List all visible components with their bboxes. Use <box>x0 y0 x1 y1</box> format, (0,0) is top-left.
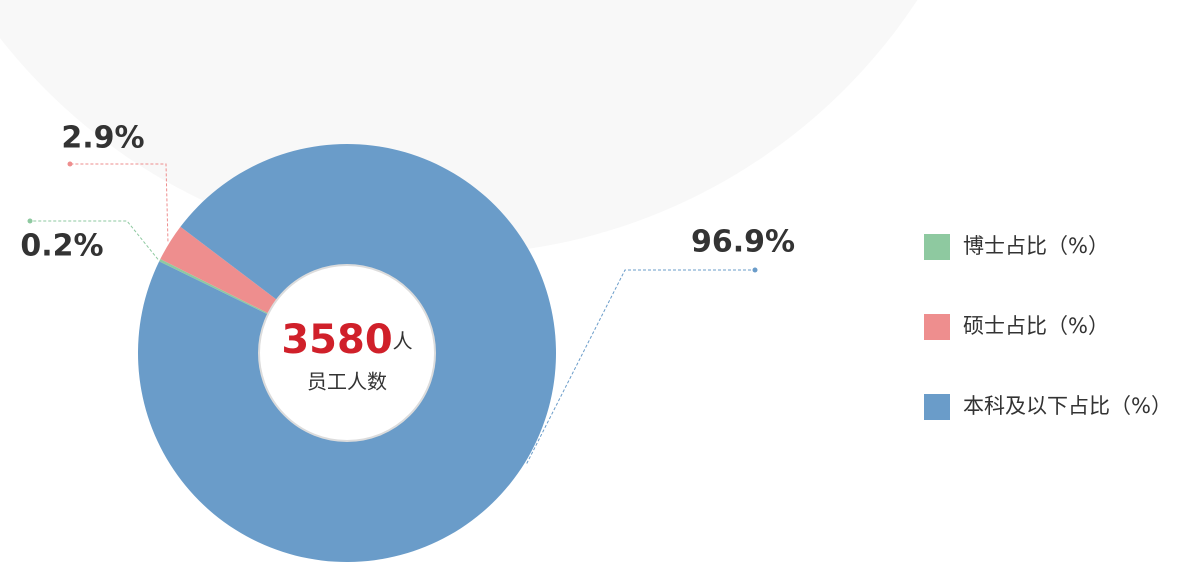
center-label: 员工人数 <box>307 370 387 394</box>
legend-label: 本科及以下占比（%） <box>963 394 1172 418</box>
leader-line <box>30 220 159 260</box>
leader-dot <box>27 218 33 224</box>
center-value: 3580人 <box>281 317 412 363</box>
leader-line <box>526 269 755 464</box>
legend-swatch <box>924 394 950 420</box>
center-circle <box>258 264 436 442</box>
center-number: 3580 <box>281 317 392 363</box>
leader-dot <box>752 267 758 273</box>
leader-line <box>70 163 169 242</box>
data-label: 96.9% <box>691 225 795 260</box>
legend-label: 博士占比（%） <box>963 234 1109 258</box>
data-label: 0.2% <box>20 229 103 264</box>
leader-dot <box>67 161 73 167</box>
legend-swatch <box>924 314 950 340</box>
legend-label: 硕士占比（%） <box>963 314 1109 338</box>
legend-swatch <box>924 234 950 260</box>
center-unit: 人 <box>393 329 413 353</box>
data-label: 2.9% <box>61 121 144 156</box>
